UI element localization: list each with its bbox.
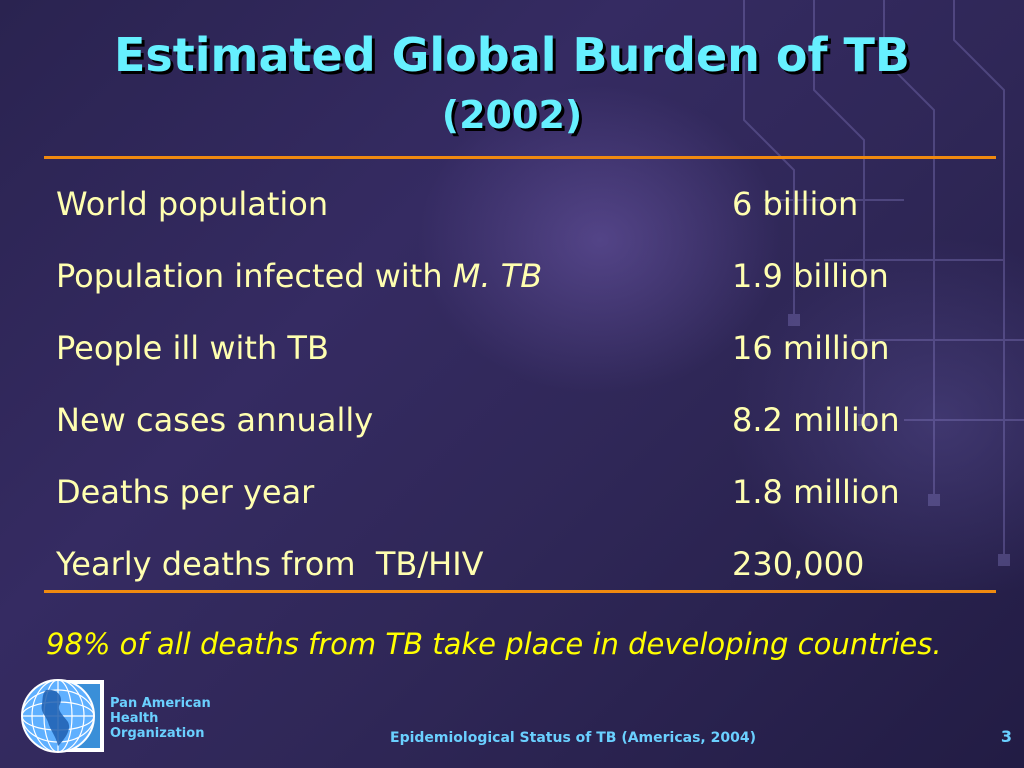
row-label-text: Population infected with bbox=[56, 257, 453, 295]
slide-subtitle: (2002) bbox=[441, 93, 583, 137]
row-value: 1.9 billion bbox=[732, 257, 889, 295]
globe-americas-icon bbox=[21, 679, 104, 753]
table-row: New cases annually 8.2 million bbox=[56, 384, 956, 456]
org-name-line: Pan American bbox=[110, 696, 211, 711]
org-name-line: Health bbox=[110, 711, 159, 726]
table-row: Yearly deaths from TB/HIV 230,000 bbox=[56, 528, 956, 600]
table-row: Population infected with M. TB 1.9 billi… bbox=[56, 240, 956, 312]
organization-name: Pan American Health Organization bbox=[110, 696, 211, 741]
top-divider bbox=[44, 156, 996, 159]
row-value: 16 million bbox=[732, 329, 890, 367]
row-value: 230,000 bbox=[732, 545, 865, 583]
circuit-background-decoration bbox=[743, 0, 1024, 566]
row-label: Population infected with M. TB bbox=[56, 240, 542, 312]
row-value: 6 billion bbox=[732, 185, 859, 223]
row-value: 1.8 million bbox=[732, 473, 900, 511]
org-name-line: Organization bbox=[110, 726, 205, 741]
footnote: 98% of all deaths from TB take place in … bbox=[46, 627, 942, 661]
footer-title: Epidemiological Status of TB (Americas, … bbox=[390, 730, 756, 746]
row-label: Deaths per year bbox=[56, 473, 315, 511]
table-row: Deaths per year 1.8 million bbox=[56, 456, 956, 528]
burden-table: World population 6 billion Population in… bbox=[56, 168, 956, 600]
table-row: People ill with TB 16 million bbox=[56, 312, 956, 384]
slide-title: Estimated Global Burden of TB bbox=[114, 28, 910, 82]
row-value: 8.2 million bbox=[732, 401, 900, 439]
row-label: World population bbox=[56, 185, 329, 223]
row-label: Yearly deaths from TB/HIV bbox=[56, 545, 484, 583]
row-label-italic: M. TB bbox=[452, 257, 543, 295]
table-row: World population 6 billion bbox=[56, 168, 956, 240]
bottom-divider bbox=[44, 590, 996, 593]
row-label: New cases annually bbox=[56, 401, 374, 439]
page-number: 3 bbox=[1000, 727, 1012, 746]
row-label: People ill with TB bbox=[56, 329, 329, 367]
